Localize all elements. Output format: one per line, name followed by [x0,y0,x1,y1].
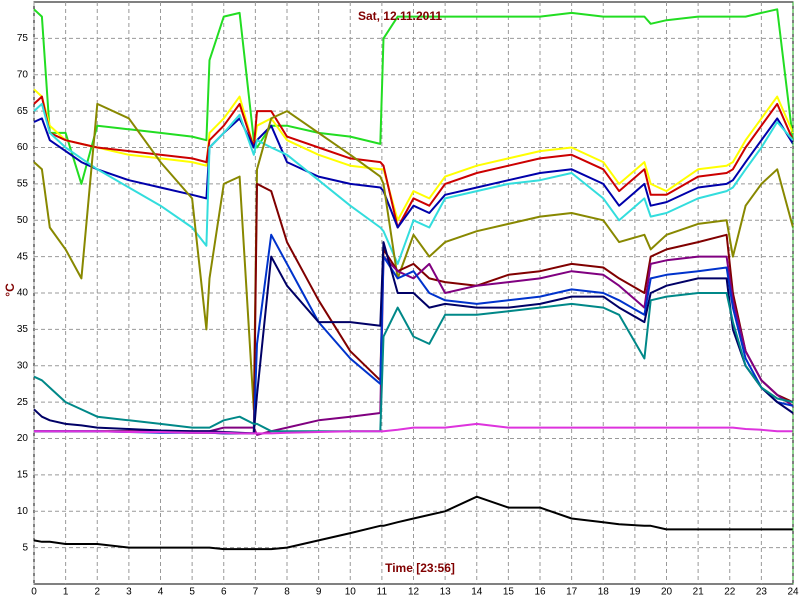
x-tick-label: 16 [534,587,546,598]
x-tick-label: 18 [598,587,610,598]
x-tick-label: 23 [756,587,768,598]
x-tick-label: 17 [566,587,578,598]
y-axis-label: °C [3,283,17,297]
x-tick-label: 1 [63,587,69,598]
y-tick-label: 15 [17,470,29,481]
x-tick-label: 15 [503,587,515,598]
x-tick-label: 14 [471,587,483,598]
x-tick-label: 0 [31,587,37,598]
chart-title: Sat, 12.11.2011 [358,9,442,23]
x-tick-label: 19 [629,587,641,598]
y-tick-label: 60 [17,142,29,153]
y-tick-label: 45 [17,251,29,262]
series-line [33,8,794,185]
x-tick-label: 12 [408,587,420,598]
x-tick-label: 20 [661,587,673,598]
x-tick-label: 8 [284,587,290,598]
series-line [33,495,793,551]
x-tick-label: 7 [253,587,259,598]
x-tick-label: 21 [693,587,705,598]
x-tick-label: 5 [189,587,195,598]
y-tick-label: 65 [17,106,29,117]
lines [33,8,794,551]
series-line [34,422,793,435]
y-tick-label: 70 [17,69,29,80]
x-tick-label: 24 [787,587,799,598]
y-tick-label: 40 [17,288,29,299]
x-axis-label: Time [23:56] [385,561,455,575]
x-tick-label: 11 [377,587,388,598]
y-tick-label: 55 [17,179,29,190]
y-tick-label: 20 [17,433,29,444]
series-line [33,95,794,229]
x-tick-label: 4 [158,587,164,598]
y-tick-label: 25 [17,397,29,408]
series-line [33,292,794,433]
series-line [33,102,794,265]
x-tick-label: 9 [316,587,322,598]
y-tick-label: 30 [17,360,29,371]
x-tick-label: 3 [126,587,132,598]
series-line [33,241,794,435]
x-tick-label: 13 [440,587,452,598]
x-tick-label: 10 [345,587,357,598]
x-tick-label: 2 [94,587,100,598]
y-tick-label: 35 [17,324,29,335]
x-tick-label: 22 [724,587,736,598]
series-line [33,117,794,229]
y-tick-label: 5 [22,542,28,553]
y-tick-label: 10 [17,506,29,517]
x-tick-label: 6 [221,587,227,598]
y-tick-label: 50 [17,215,29,226]
y-tick-label: 75 [17,33,29,44]
series-line [33,102,794,411]
